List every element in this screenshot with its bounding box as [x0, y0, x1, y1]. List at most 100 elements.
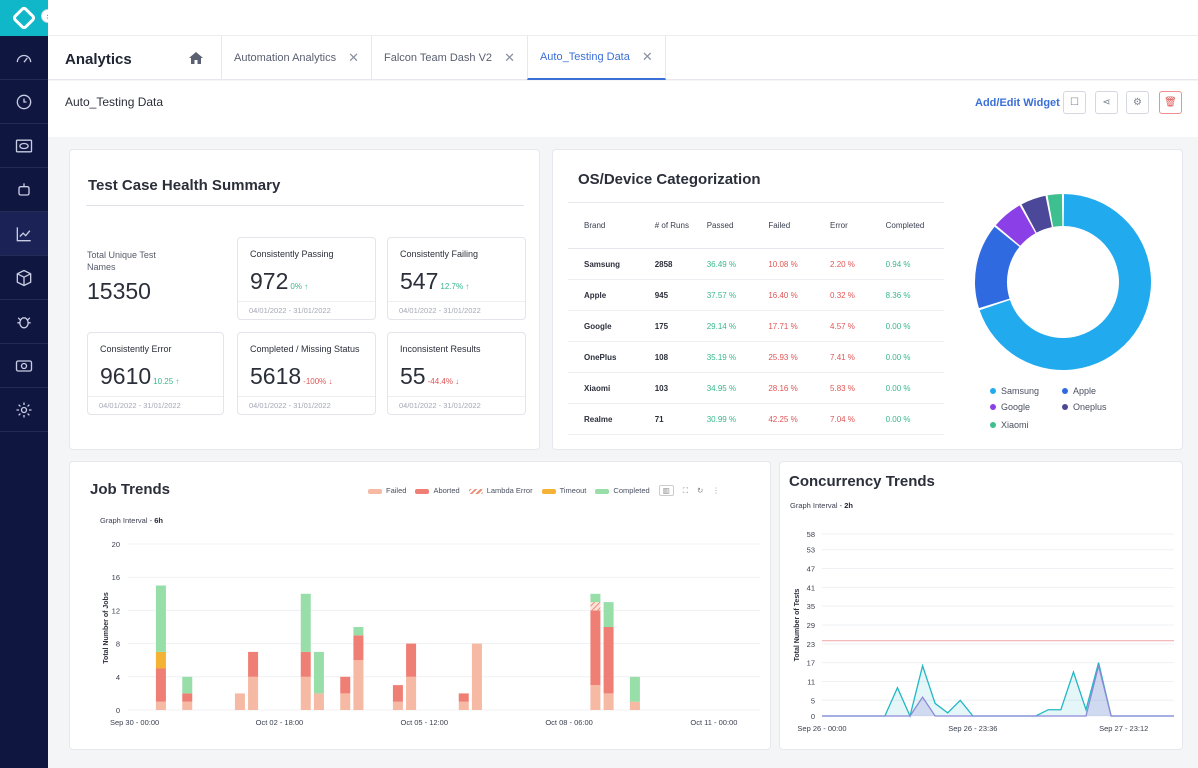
card-label: Consistently Passing [250, 249, 334, 259]
column-header[interactable]: Brand [568, 202, 639, 249]
refresh-icon[interactable]: ↻ [697, 486, 704, 495]
sidebar-item-analytics[interactable] [0, 212, 48, 256]
cell-passed: 29.14 % [690, 310, 753, 342]
card-date-range: 04/01/2022 - 31/01/2022 [238, 396, 375, 414]
cell-brand: Samsung [568, 248, 639, 280]
sidebar-item-speedometer[interactable] [0, 36, 48, 80]
expand-icon[interactable]: ⛶ [682, 485, 689, 495]
x-tick-label: Oct 08 - 06:00 [545, 718, 593, 727]
legend-item-aborted[interactable]: Aborted [415, 486, 460, 495]
card-completed-missing[interactable]: Completed / Missing Status 5618 -100% ↓ 0… [237, 332, 376, 415]
sidebar-item-clock[interactable] [0, 80, 48, 124]
bar-segment-completed [353, 627, 364, 636]
card-label: Consistently Failing [400, 249, 479, 259]
y-tick-label: 0 [811, 712, 815, 721]
brand-logo[interactable]: › [0, 0, 55, 36]
card-value: 5618 -100% ↓ [250, 363, 333, 389]
add-edit-widget-link[interactable]: Add/Edit Widget [975, 97, 1060, 109]
sidebar-item-visual[interactable] [0, 124, 48, 168]
x-tick-label: Sep 26 - 00:00 [797, 724, 846, 733]
card-consistently-passing[interactable]: Consistently Passing 972 0% ↑ 04/01/2022 … [237, 237, 376, 320]
card-delta: 10.25 ↑ [153, 377, 180, 386]
legend-item-google[interactable]: Google [990, 402, 1030, 412]
card-date-range: 04/01/2022 - 31/01/2022 [388, 396, 525, 414]
bar-segment-aborted [340, 676, 351, 694]
table-row[interactable]: Samsung 2858 36.49 % 10.08 % 2.20 % 0.94 % [568, 248, 944, 280]
legend-item-timeout[interactable]: Timeout [541, 486, 586, 495]
ticket-icon [15, 359, 33, 372]
close-icon[interactable]: ✕ [641, 49, 653, 64]
sidebar-item-robot[interactable] [0, 168, 48, 212]
cell-error: 4.57 % [814, 310, 870, 342]
legend-item-xiaomi[interactable]: Xiaomi [990, 420, 1029, 430]
column-header[interactable]: Completed [869, 202, 944, 249]
home-icon[interactable] [188, 50, 204, 66]
bar-segment-lambda-error [590, 602, 601, 611]
column-header[interactable]: Error [814, 202, 870, 249]
table-row[interactable]: Google 175 29.14 % 17.71 % 4.57 % 0.00 % [568, 310, 944, 342]
legend-item-completed[interactable]: Completed [595, 486, 650, 495]
close-icon[interactable]: ✕ [348, 50, 360, 65]
trend-chart-icon [16, 226, 31, 241]
y-tick-label: 5 [811, 696, 815, 705]
y-tick-label: 20 [112, 540, 120, 549]
graph-interval: Graph Interval - 2h [790, 501, 853, 510]
card-consistently-failing[interactable]: Consistently Failing 547 12.7% ↑ 04/01/20… [387, 237, 526, 320]
column-header[interactable]: Failed [752, 202, 815, 249]
cell-runs: 945 [638, 279, 691, 311]
bar-segment-completed [182, 676, 193, 694]
card-consistently-error[interactable]: Consistently Error 9610 10.25 ↑ 04/01/202… [87, 332, 224, 415]
table-row[interactable]: OnePlus 108 35.19 % 25.93 % 7.41 % 0.00 % [568, 341, 944, 373]
tab-falcon-team-dash[interactable]: Falcon Team Dash V2 ✕ [371, 36, 527, 80]
bar-segment-failed [590, 685, 601, 710]
legend-item-failed[interactable]: Failed [368, 486, 406, 495]
close-icon[interactable]: ✕ [504, 50, 515, 65]
donut-slice-oneplus [1021, 195, 1052, 233]
column-header[interactable]: Passed [690, 202, 753, 249]
y-tick-label: 47 [807, 565, 815, 574]
legend-item-lambda-error[interactable]: Lambda Error [468, 486, 533, 495]
settings-button[interactable]: ⚙ [1126, 91, 1149, 114]
tab-label: Falcon Team Dash V2 [384, 52, 493, 64]
dashboard-toolbar: Auto_Testing Data Add/Edit Widget ☐ ⋖ ⚙ … [48, 81, 1198, 137]
share-button[interactable]: ⋖ [1095, 91, 1118, 114]
tab-automation-analytics[interactable]: Automation Analytics ✕ [221, 36, 371, 80]
select-button[interactable]: ☐ [1063, 91, 1086, 114]
table-row[interactable]: Realme 71 30.99 % 42.25 % 7.04 % 0.00 % [568, 403, 944, 435]
more-options-icon[interactable]: ⋮ [712, 486, 720, 495]
tab-auto-testing-data[interactable]: Auto_Testing Data ✕ [526, 36, 666, 80]
sidebar-item-ticket[interactable] [0, 344, 48, 388]
cell-completed: 0.00 % [869, 310, 944, 342]
sidebar-item-bug[interactable] [0, 300, 48, 344]
table-row[interactable]: Apple 945 37.57 % 16.40 % 0.32 % 8.36 % [568, 279, 944, 311]
cell-brand: Realme [568, 403, 639, 435]
chart-type-toggle[interactable]: ▥ [658, 485, 674, 496]
bar-segment-completed [629, 676, 640, 702]
bar-segment-aborted [155, 668, 166, 702]
y-tick-label: 17 [807, 659, 815, 668]
trash-icon: 🗑 [1164, 97, 1177, 108]
y-tick-label: 41 [807, 583, 815, 592]
y-tick-label: 0 [116, 706, 120, 715]
sidebar: › [0, 0, 55, 768]
card-inconsistent-results[interactable]: Inconsistent Results 55 -44.4% ↓ 04/01/20… [387, 332, 526, 415]
sidebar-item-settings[interactable] [0, 388, 48, 432]
table-row[interactable]: Xiaomi 103 34.95 % 28.16 % 5.83 % 0.00 % [568, 372, 944, 404]
legend-item-oneplus[interactable]: Oneplus [1062, 402, 1107, 412]
legend-swatch [990, 404, 996, 410]
legend-item-apple[interactable]: Apple [1062, 386, 1096, 396]
bar-segment-aborted [300, 651, 311, 677]
column-header[interactable]: # of Runs [638, 202, 691, 249]
cell-completed: 0.00 % [869, 372, 944, 404]
app-title: Analytics [65, 51, 132, 68]
y-tick-label: 23 [807, 640, 815, 649]
x-tick-label: Sep 26 - 23:36 [948, 724, 997, 733]
card-label: Consistently Error [100, 344, 172, 354]
sidebar-item-box[interactable] [0, 256, 48, 300]
delete-button[interactable]: 🗑 [1159, 91, 1182, 114]
legend-item-samsung[interactable]: Samsung [990, 386, 1039, 396]
table-header-row: Brand # of Runs Passed Failed Error Comp… [568, 202, 944, 249]
brand-donut-chart [975, 194, 1151, 370]
donut-slice-google [995, 205, 1036, 246]
bar-segment-failed [155, 701, 166, 710]
